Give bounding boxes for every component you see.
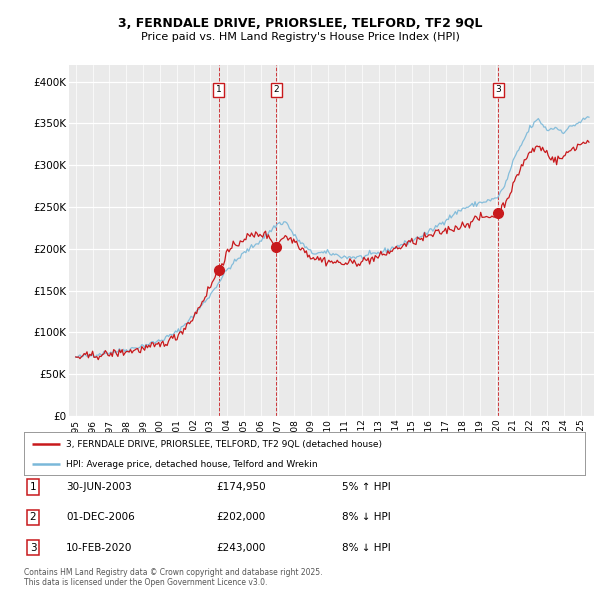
Text: 1: 1 [29, 482, 37, 491]
Text: 01-DEC-2006: 01-DEC-2006 [66, 513, 135, 522]
Text: 2: 2 [274, 86, 279, 94]
Text: £174,950: £174,950 [216, 482, 266, 491]
Text: 8% ↓ HPI: 8% ↓ HPI [342, 513, 391, 522]
Text: HPI: Average price, detached house, Telford and Wrekin: HPI: Average price, detached house, Telf… [66, 460, 318, 469]
Text: Contains HM Land Registry data © Crown copyright and database right 2025.
This d: Contains HM Land Registry data © Crown c… [24, 568, 323, 587]
Text: 1: 1 [216, 86, 221, 94]
Text: 3: 3 [496, 86, 501, 94]
Text: £243,000: £243,000 [216, 543, 265, 552]
Text: 3: 3 [29, 543, 37, 552]
Text: 10-FEB-2020: 10-FEB-2020 [66, 543, 133, 552]
Text: Price paid vs. HM Land Registry's House Price Index (HPI): Price paid vs. HM Land Registry's House … [140, 32, 460, 42]
Text: 3, FERNDALE DRIVE, PRIORSLEE, TELFORD, TF2 9QL (detached house): 3, FERNDALE DRIVE, PRIORSLEE, TELFORD, T… [66, 440, 382, 449]
Text: 5% ↑ HPI: 5% ↑ HPI [342, 482, 391, 491]
Text: 3, FERNDALE DRIVE, PRIORSLEE, TELFORD, TF2 9QL: 3, FERNDALE DRIVE, PRIORSLEE, TELFORD, T… [118, 17, 482, 30]
Text: 2: 2 [29, 513, 37, 522]
Text: 30-JUN-2003: 30-JUN-2003 [66, 482, 132, 491]
Text: £202,000: £202,000 [216, 513, 265, 522]
Text: 8% ↓ HPI: 8% ↓ HPI [342, 543, 391, 552]
